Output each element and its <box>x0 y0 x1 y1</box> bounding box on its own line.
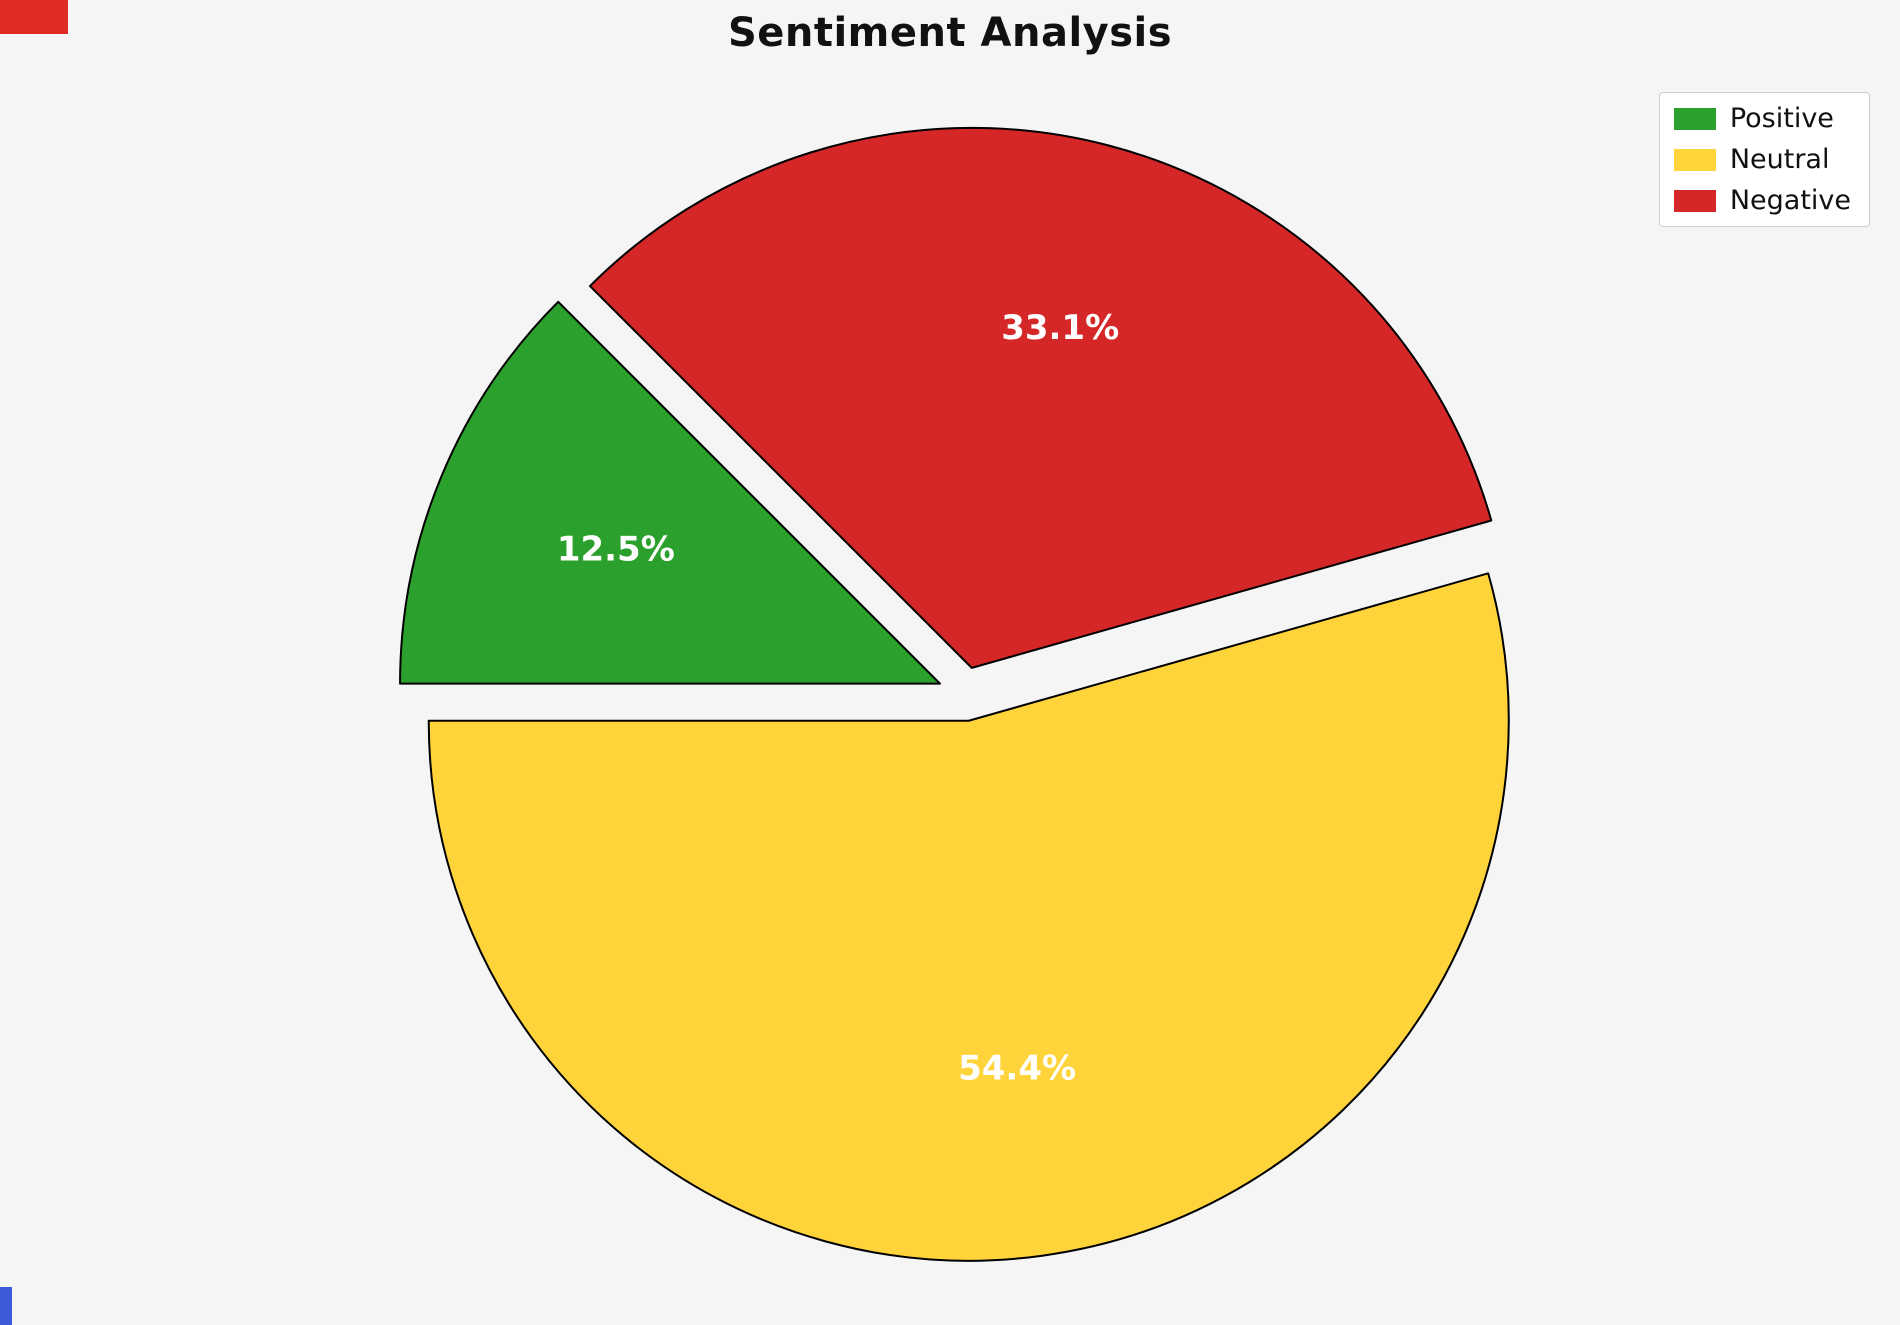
legend-swatch-negative <box>1673 189 1716 212</box>
top-left-red-marker <box>0 0 68 34</box>
bottom-left-blue-marker <box>0 1287 12 1325</box>
pie-slice-negative <box>588 126 1493 669</box>
pie-slice-positive <box>399 300 942 685</box>
pie-slice-neutral <box>427 572 1510 1262</box>
legend-label-positive: Positive <box>1729 103 1834 134</box>
legend-swatch-neutral <box>1673 148 1716 171</box>
pie-slice-pct-neutral: 54.4% <box>958 1048 1076 1088</box>
pie-slice-pct-negative: 33.1% <box>1001 308 1119 348</box>
legend-item-positive: Positive <box>1673 103 1851 134</box>
legend: Positive Neutral Negative <box>1658 92 1870 227</box>
legend-swatch-positive <box>1673 107 1716 130</box>
legend-item-negative: Negative <box>1673 185 1851 216</box>
legend-item-neutral: Neutral <box>1673 144 1851 175</box>
chart-title: Sentiment Analysis <box>727 10 1173 56</box>
pie-slice-pct-positive: 12.5% <box>557 529 675 569</box>
legend-label-neutral: Neutral <box>1729 144 1830 175</box>
legend-label-negative: Negative <box>1729 185 1851 216</box>
